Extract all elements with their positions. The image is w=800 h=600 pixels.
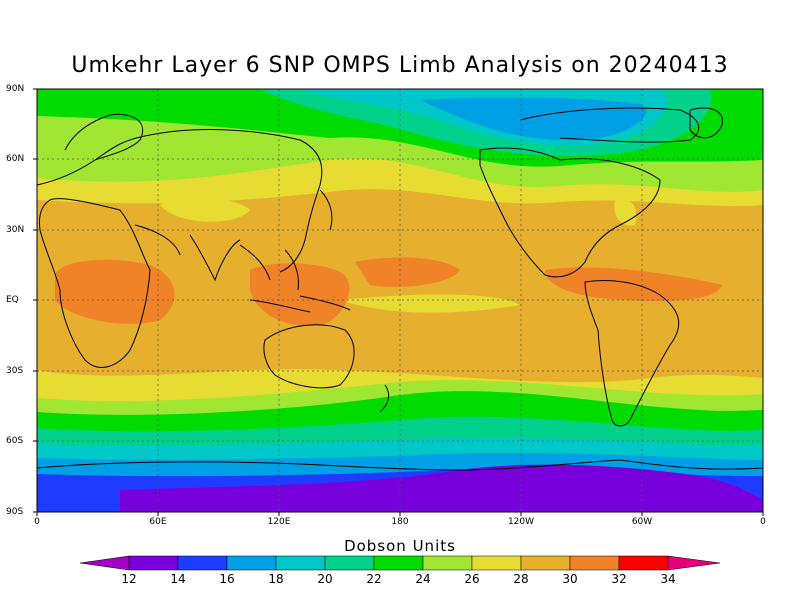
colorbar-tick-label: 24 [415,572,431,586]
colorbar-segment [422,555,473,571]
coast-australia [263,324,355,389]
colorbar-tick-label: 22 [366,572,382,586]
lat-label-eq: EQ [6,295,19,305]
lon-label-60w: 60W [631,517,653,527]
colorbar-tick-label: 12 [121,572,137,586]
lon-label-180: 180 [391,517,409,527]
coast-canada-arctic [519,107,700,143]
max-pacific [355,257,460,287]
gridlines [37,89,763,512]
colorbar-tick-label: 26 [464,572,480,586]
colorbar-tick-label: 32 [611,572,627,586]
colorbar-segment [177,555,228,571]
lon-label-0: 0 [34,517,40,527]
coast-se-asia [239,244,299,291]
colorbar-segment [324,555,375,571]
lat-label-60s: 60S [6,436,24,446]
lat-label-30s: 30S [6,366,24,376]
coast-indonesia [249,295,351,313]
lon-label-60e: 60E [149,517,167,527]
colorbar-tick-label: 20 [317,572,333,586]
lon-label-0-end: 0 [760,517,766,527]
colorbar-segment [275,555,326,571]
band-north-18 [420,97,647,141]
coast-south-america [584,280,680,427]
coast-north-america [479,147,661,278]
coast-scandinavia [64,113,144,161]
lat-label-30n: 30N [6,225,25,235]
coast-antarctica [36,459,764,471]
colorbar-tick-label: 16 [219,572,235,586]
colorbar-tick-label: 30 [562,572,578,586]
pocket-yellow-3 [340,294,520,313]
lat-label-90s: 90S [6,507,24,517]
colorbar-segment [373,555,424,571]
map-title: Umkehr Layer 6 SNP OMPS Limb Analysis on… [71,53,729,78]
band-south-14 [120,464,763,512]
lat-label-60n: 60N [6,154,25,164]
coastlines [36,107,764,471]
lat-label-90n: 90N [6,84,25,94]
colorbar-segment [128,555,179,571]
coast-africa [39,198,151,368]
colorbar-title: Dobson Units [344,537,456,555]
lon-label-120w: 120W [507,517,535,527]
coast-japan [319,189,333,231]
colorbar-segment [618,555,669,571]
colorbar-segment [569,555,620,571]
max-maritime [250,263,350,326]
colorbar-segment [520,555,571,571]
axis-ticks [33,88,764,516]
coast-greenland [689,107,723,139]
colorbar-segment [226,555,277,571]
coast-arabia-india [134,224,241,282]
colorbar-tick-label: 14 [170,572,186,586]
colorbar-arrow-low [79,555,130,571]
colorbar-segment [471,555,522,571]
colorbar-tick-label: 18 [268,572,284,586]
lon-label-120e: 120E [267,517,291,527]
coast-nz [379,384,390,413]
colorbar-tick-label: 28 [513,572,529,586]
pocket-yellow-1 [160,196,250,222]
colorbar-arrow-high [667,555,721,571]
colorbar [79,555,721,571]
colorbar-tick-label: 34 [660,572,676,586]
